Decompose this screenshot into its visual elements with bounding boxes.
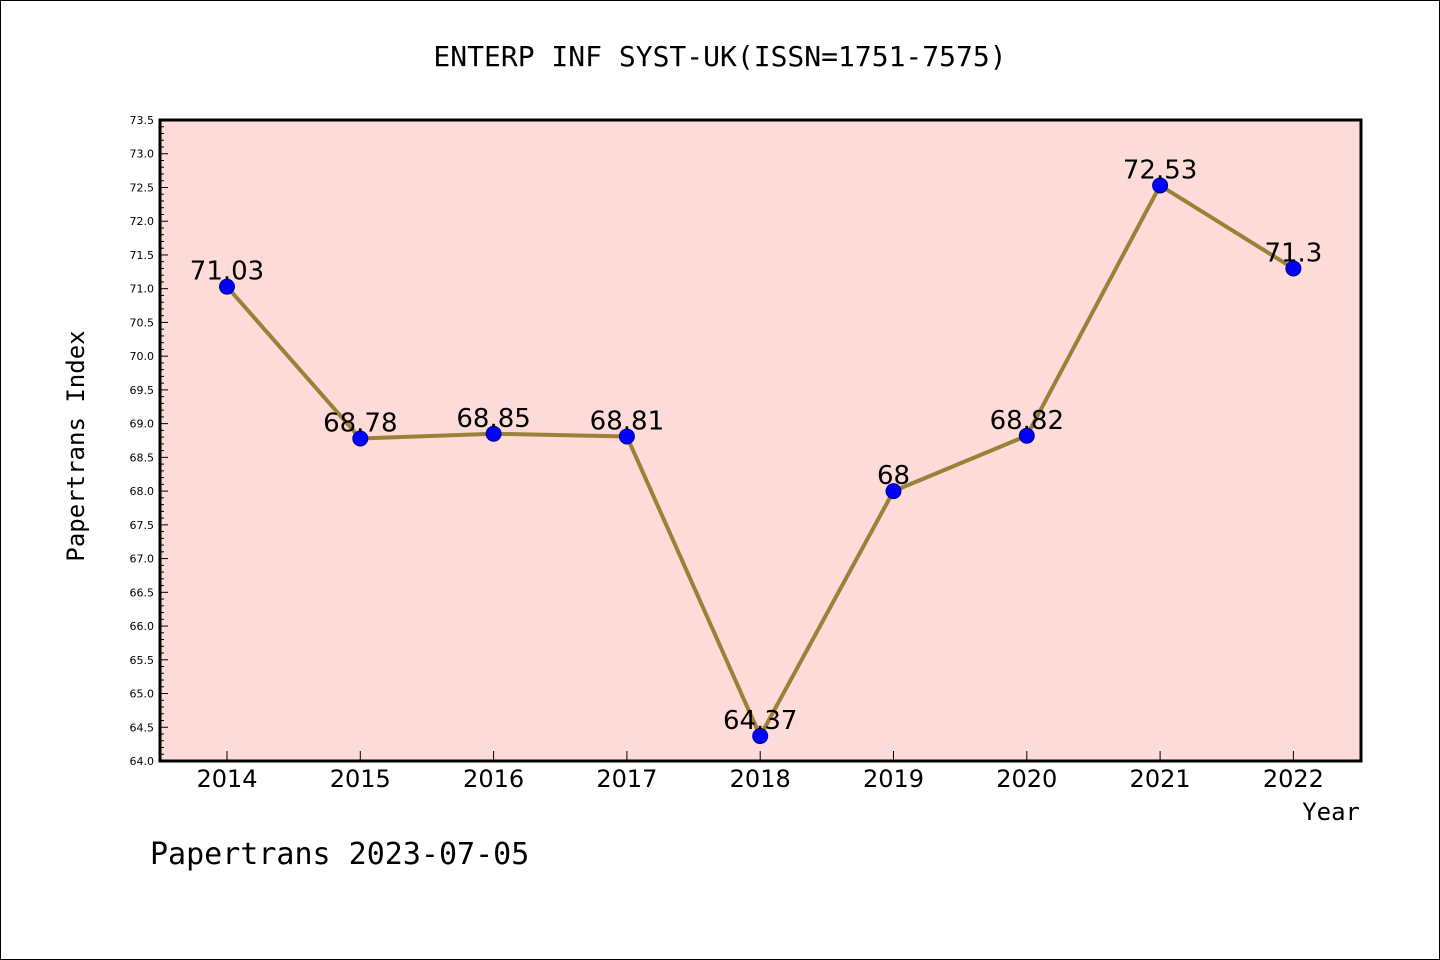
x-tick-label: 2022 bbox=[1263, 765, 1324, 793]
x-tick-label: 2020 bbox=[996, 765, 1057, 793]
data-label: 71.3 bbox=[1264, 238, 1322, 268]
data-label: 64.37 bbox=[723, 706, 797, 736]
x-axis: 2014 2015 2016 2017 2018 2019 2020 2021 2022 bbox=[196, 751, 1324, 793]
y-tick-label: 65.5 bbox=[130, 654, 155, 667]
data-point bbox=[618, 428, 635, 445]
x-axis-label: Year bbox=[1302, 798, 1360, 826]
y-tick-label: 71.5 bbox=[130, 249, 155, 262]
y-tick-label: 64.5 bbox=[130, 721, 155, 734]
y-axis-label: Papertrans Index bbox=[62, 330, 90, 561]
data-point bbox=[1018, 427, 1035, 444]
data-point bbox=[752, 728, 769, 745]
y-tick-label: 70.0 bbox=[130, 350, 155, 363]
y-tick-label: 73.0 bbox=[130, 148, 155, 161]
data-point bbox=[885, 483, 902, 500]
x-tick-label: 2017 bbox=[596, 765, 657, 793]
data-label: 68.81 bbox=[590, 406, 664, 436]
data-point bbox=[1152, 177, 1169, 194]
y-tick-label: 69.0 bbox=[130, 418, 155, 431]
data-point bbox=[485, 425, 502, 442]
data-label: 68.78 bbox=[323, 408, 397, 438]
y-axis: 64.0 64.5 65.0 65.5 66.0 66.5 67.0 67.5 68.0 68.5… bbox=[130, 114, 168, 768]
data-label: 72.53 bbox=[1123, 155, 1197, 185]
x-tick-label: 2016 bbox=[463, 765, 524, 793]
y-tick-label: 67.0 bbox=[130, 553, 155, 566]
chart-title: ENTERP INF SYST-UK(ISSN=1751-7575) bbox=[433, 40, 1006, 73]
y-tick-label: 67.5 bbox=[130, 519, 155, 532]
y-tick-label: 70.5 bbox=[130, 316, 155, 329]
y-tick-label: 69.5 bbox=[130, 384, 155, 397]
y-tick-label: 68.5 bbox=[130, 451, 155, 464]
plot-area bbox=[158, 118, 1363, 763]
y-tick-label: 72.0 bbox=[130, 215, 155, 228]
y-tick-label: 66.5 bbox=[130, 586, 155, 599]
data-label: 68 bbox=[877, 461, 910, 491]
x-tick-label: 2018 bbox=[730, 765, 791, 793]
y-tick-label: 66.0 bbox=[130, 620, 155, 633]
x-tick-label: 2021 bbox=[1130, 765, 1191, 793]
x-tick-label: 2014 bbox=[196, 765, 257, 793]
data-label: 68.85 bbox=[456, 404, 530, 434]
footer-text: Papertrans 2023-07-05 bbox=[150, 837, 529, 872]
data-label: 68.82 bbox=[990, 406, 1064, 436]
y-tick-label: 73.5 bbox=[130, 114, 155, 127]
series-layer: 71.03 68.78 68.85 68.81 64.37 68 68.82 72.53 71.… bbox=[190, 155, 1322, 745]
y-tick-label: 72.5 bbox=[130, 181, 155, 194]
data-point bbox=[1285, 260, 1302, 277]
y-tick-label: 64.0 bbox=[130, 755, 155, 768]
y-tick-label: 68.0 bbox=[130, 485, 155, 498]
data-label: 71.03 bbox=[190, 257, 264, 287]
y-tick-label: 71.0 bbox=[130, 283, 155, 296]
x-tick-label: 2015 bbox=[330, 765, 391, 793]
data-point bbox=[352, 430, 369, 447]
x-tick-label: 2019 bbox=[863, 765, 924, 793]
data-point bbox=[219, 278, 235, 295]
y-tick-label: 65.0 bbox=[130, 688, 155, 701]
